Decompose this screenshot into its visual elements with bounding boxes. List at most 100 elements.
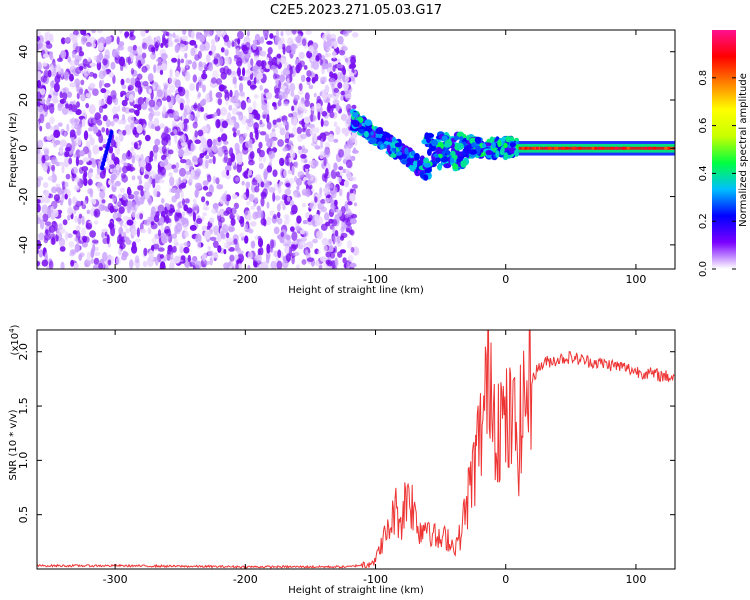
heatmap-cell [147, 73, 154, 82]
heatmap-cell [75, 225, 81, 232]
heatmap-cell [115, 217, 122, 222]
heatmap-cell [57, 102, 63, 112]
heatmap-cell [173, 110, 179, 120]
heatmap-cell [205, 54, 211, 63]
heatmap-cell [332, 64, 336, 72]
heatmap-cell [156, 101, 161, 109]
heatmap-cell [343, 180, 350, 188]
heatmap-cell [83, 68, 91, 77]
heatmap-cell [474, 136, 482, 144]
heatmap-cell [305, 171, 310, 178]
heatmap-cell [194, 182, 202, 190]
heatmap-cell [337, 71, 342, 80]
heatmap-cell [223, 89, 229, 94]
heatmap-cell [42, 53, 50, 58]
heatmap-cell [303, 164, 311, 169]
heatmap-cell [37, 203, 41, 213]
heatmap-cell [253, 94, 259, 99]
heatmap-cell [202, 185, 209, 191]
heatmap-cell [122, 129, 127, 136]
heatmap-cell [337, 177, 342, 183]
heatmap-cell [86, 251, 91, 262]
heatmap-cell [281, 260, 289, 269]
heatmap-cell [279, 200, 285, 206]
x-tick-label: 0 [502, 273, 509, 286]
heatmap-cell [248, 169, 253, 176]
heatmap-cell [338, 149, 345, 158]
heatmap-cell [38, 232, 45, 241]
heatmap-cell [223, 248, 227, 255]
heatmap-cell [572, 146, 576, 150]
heatmap-cell [101, 64, 107, 71]
heatmap-cell [312, 238, 318, 244]
heatmap-cell [216, 184, 224, 190]
heatmap-cell [250, 221, 257, 227]
heatmap-cell [338, 166, 344, 171]
heatmap-cell [317, 249, 321, 255]
snr-scale-exponent: 4 [8, 328, 16, 333]
heatmap-cell [260, 217, 267, 226]
heatmap-cell [160, 261, 166, 269]
heatmap-cell [168, 74, 173, 85]
heatmap-cell [286, 77, 290, 86]
heatmap-cell [503, 152, 509, 161]
heatmap-cell [53, 221, 58, 232]
heatmap-cell [328, 239, 332, 244]
heatmap-cell [144, 134, 151, 142]
heatmap-cell [137, 59, 142, 69]
heatmap-cell [242, 147, 249, 155]
heatmap-cell [258, 141, 263, 149]
heatmap-cell [215, 78, 223, 85]
heatmap-cell [174, 135, 178, 144]
heatmap-cell [199, 34, 206, 43]
heatmap-cell [209, 90, 213, 100]
heatmap-cell [307, 179, 312, 186]
heatmap-cell [161, 132, 167, 141]
heatmap-cell [107, 36, 112, 41]
heatmap-cell [121, 84, 127, 90]
heatmap-cell [279, 127, 286, 136]
heatmap-cell [254, 110, 259, 121]
heatmap-cell [291, 204, 298, 215]
heatmap-cell [333, 40, 338, 49]
heatmap-cell [309, 204, 313, 210]
heatmap-cell [133, 119, 140, 125]
heatmap-cell [509, 142, 516, 148]
heatmap-cell [151, 237, 157, 244]
heatmap-cell [67, 56, 71, 63]
heatmap-cell [269, 33, 274, 39]
heatmap-cell [350, 155, 356, 162]
heatmap-cell [167, 40, 174, 48]
heatmap-cell [71, 124, 78, 130]
heatmap-cell [98, 262, 104, 269]
heatmap-cell [217, 146, 224, 157]
heatmap-cell [201, 62, 207, 68]
heatmap-cell [37, 145, 41, 155]
heatmap-cell [423, 174, 429, 181]
heatmap-cell [404, 147, 409, 155]
heatmap-cell [86, 209, 91, 215]
heatmap-cell [277, 139, 284, 147]
heatmap-cell [82, 173, 87, 181]
heatmap-cell [186, 97, 190, 105]
heatmap-cell [148, 112, 153, 121]
heatmap-cell [319, 76, 326, 85]
heatmap-cell [131, 245, 138, 254]
heatmap-cell [175, 94, 181, 103]
heatmap-cell [169, 262, 175, 269]
heatmap-cell [93, 257, 100, 265]
heatmap-cell [73, 209, 77, 214]
heatmap-cell [314, 127, 320, 134]
heatmap-cell [228, 119, 235, 126]
heatmap-cell [40, 88, 46, 96]
heatmap-cell [131, 227, 138, 237]
heatmap-cell [303, 116, 311, 124]
heatmap-cell [240, 100, 247, 110]
heatmap-cell [96, 30, 103, 34]
heatmap-cell [110, 173, 117, 181]
heatmap-cell [42, 62, 48, 67]
heatmap-cell [350, 218, 357, 225]
heatmap-cell [51, 159, 57, 165]
heatmap-cell [91, 30, 96, 34]
heatmap-cell [285, 30, 293, 36]
